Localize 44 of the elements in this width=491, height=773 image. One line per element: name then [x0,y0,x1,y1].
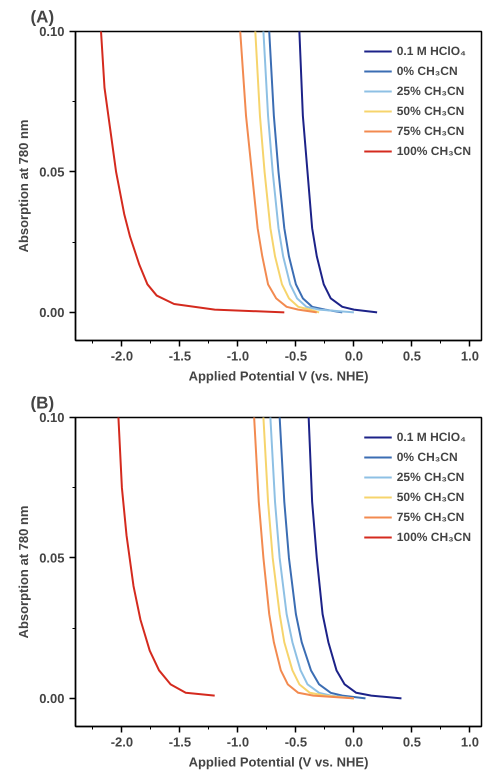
x-axis-title: Applied Potential (V vs. NHE) [188,754,368,770]
y-tick-label: 0.05 [39,550,65,566]
x-tick-label: -0.5 [284,348,308,364]
x-tick-label: -1.0 [226,734,250,750]
legend-label: 100% CH₃CN [396,144,471,158]
x-tick-label: 0.0 [344,348,363,364]
line-series [262,32,355,314]
line-series [298,32,378,314]
x-tick-label: -2.0 [110,348,134,364]
chart-title: (B) [30,394,54,412]
y-tick-label: 0.05 [39,164,65,180]
x-tick-label: 1.0 [460,734,479,750]
y-tick-label: 0.00 [39,690,65,706]
x-tick-label: -1.5 [168,734,192,750]
legend-label: 25% CH₃CN [396,84,464,98]
legend-label: 50% CH₃CN [396,490,464,504]
chart-title: (A) [30,8,54,26]
legend-label: 100% CH₃CN [396,530,471,544]
line-series [278,418,366,700]
legend-label: 0.1 M HClO₄ [396,44,466,58]
line-series [268,32,344,314]
line-series [100,32,286,314]
x-tick-label: -0.5 [284,734,308,750]
legend-label: 0% CH₃CN [396,64,458,78]
y-tick-label: 0.00 [39,304,65,320]
y-axis-title: Absorption at 780 nm [16,120,32,252]
legend-label: 25% CH₃CN [396,470,464,484]
x-tick-label: 0.5 [402,348,421,364]
x-axis-title: Applied Potential V (vs. NHE) [188,368,368,384]
line-series [117,418,216,697]
legend-label: 0% CH₃CN [396,450,458,464]
line-series [254,32,320,314]
legend-label: 75% CH₃CN [396,510,464,524]
legend-label: 75% CH₃CN [396,124,464,138]
x-tick-label: 1.0 [460,348,479,364]
legend-label: 50% CH₃CN [396,104,464,118]
x-tick-label: -1.5 [168,348,192,364]
x-tick-label: -2.0 [110,734,134,750]
x-tick-label: 0.5 [402,734,421,750]
x-tick-label: 0.0 [344,734,363,750]
y-axis-title: Absorption at 780 nm [16,506,32,638]
line-series [239,32,318,314]
legend-label: 0.1 M HClO₄ [396,430,466,444]
x-tick-label: -1.0 [226,348,250,364]
